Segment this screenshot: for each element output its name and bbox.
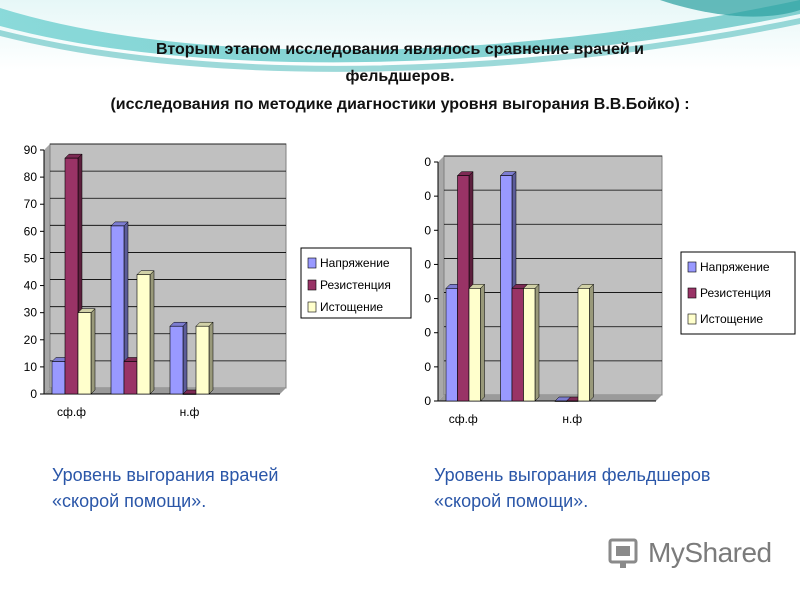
bar-Истощение-н.ф (195, 325, 210, 395)
bar-Напряжение-cat1 (500, 175, 513, 402)
slide-title-line-2: фельдшеров. (345, 68, 455, 85)
bar-side-Истощение (90, 308, 96, 395)
caption-paramedics-line-1: Уровень выгорания фельдшеров (434, 465, 711, 485)
y-tick-label: 20 (424, 326, 431, 340)
bar-Истощение-cat1 (136, 274, 151, 395)
legend-box (300, 247, 412, 319)
bar-Истощение-сф.ф (468, 288, 481, 402)
legend-entry-label: Напряжение (700, 260, 770, 274)
y-tick-label: 40 (24, 279, 37, 293)
y-tick-label: 30 (24, 306, 37, 320)
bar-side-Истощение (208, 321, 214, 395)
legend-swatch-Напряжение (687, 261, 697, 273)
y-tick-label: 30 (424, 292, 431, 306)
y-tick-label: 60 (24, 224, 37, 238)
y-tick-label: 90 (24, 143, 37, 157)
legend-swatch-Истощение (307, 301, 317, 313)
bar-Напряжение-н.ф (554, 400, 567, 402)
slide-title-line-3: (исследования по методике диагностики ур… (110, 96, 690, 113)
bar-Резистенция-cat1 (511, 288, 524, 402)
bar-Резистенция-н.ф (182, 393, 197, 395)
corner-swoosh (660, 0, 800, 17)
caption-paramedics-line-2: «скорой помощи». (434, 491, 589, 511)
bar-Резистенция-сф.ф (64, 157, 79, 395)
bar-side-Истощение (149, 270, 155, 395)
y-tick-label: 40 (424, 257, 431, 271)
legend-swatch-Истощение (687, 313, 697, 325)
y-tick-label: 50 (24, 251, 37, 265)
doctors-burnout-chart: 0 10 20 30 40 50 60 70 80 90 сф.ф н.ф Напряжение Рези… (24, 143, 412, 419)
y-tick-label: 20 (24, 333, 37, 347)
bar-side-Истощение (534, 283, 540, 402)
x-tick-label: н.ф (562, 412, 582, 426)
y-tick-label: 80 (24, 170, 37, 184)
legend-entry-label: Резистенция (700, 286, 771, 300)
x-tick-label: сф.ф (449, 412, 478, 426)
bar-Истощение-сф.ф (77, 312, 92, 395)
bar-Истощение-н.ф (577, 288, 590, 402)
paramedics-burnout-chart: 0 10 20 30 40 50 60 70 сф.ф н.ф Напряжение Резистен… (424, 155, 796, 426)
plot-floor (44, 388, 286, 394)
side-wall (44, 144, 50, 394)
bar-Истощение-cat1 (523, 288, 536, 402)
legend-entry-label: Резистенция (320, 278, 391, 292)
x-tick-label: сф.ф (57, 405, 86, 419)
legend-swatch-Резистенция (307, 279, 317, 291)
header-swoosh (0, 0, 800, 63)
bar-Резистенция-cat1 (123, 361, 138, 395)
legend-swatch-Резистенция (687, 287, 697, 299)
y-tick-label: 10 (24, 360, 37, 374)
caption-doctors-line-1: Уровень выгорания врачей (52, 465, 279, 485)
y-tick-label: 60 (424, 189, 431, 203)
bar-side-Истощение (589, 283, 594, 402)
watermark-text: MyShared (648, 537, 772, 568)
caption-doctors-line-2: «скорой помощи». (52, 491, 207, 511)
y-tick-label: 50 (424, 223, 431, 237)
bar-Напряжение-сф.ф (51, 361, 66, 395)
side-wall (438, 156, 444, 401)
bar-Резистенция-н.ф (566, 400, 579, 402)
caption-doctors: Уровень выгорания врачей «скорой помощи»… (52, 462, 278, 514)
plot-floor (438, 395, 662, 401)
legend-entry-label: Напряжение (320, 256, 390, 270)
watermark-logo-icon (608, 538, 638, 568)
y-tick-label: 70 (24, 197, 37, 211)
bar-Напряжение-cat1 (110, 225, 125, 395)
slide-title-line-1: Вторым этапом исследования являлось срав… (156, 41, 644, 58)
bar-side-Истощение (480, 283, 485, 402)
x-tick-label: н.ф (180, 405, 200, 419)
bar-side-Напряжение (182, 321, 188, 395)
bar-Напряжение-сф.ф (445, 288, 458, 402)
bar-Напряжение-н.ф (169, 325, 184, 395)
legend-swatch-Напряжение (307, 257, 317, 269)
y-tick-label: 0 (30, 387, 37, 401)
legend-entry-label: Истощение (320, 300, 383, 314)
y-tick-label: 70 (424, 155, 431, 169)
legend-box (680, 251, 796, 335)
legend-entry-label: Истощение (700, 312, 763, 326)
y-tick-label: 10 (424, 360, 431, 374)
y-tick-label: 0 (424, 394, 431, 408)
bar-Резистенция-сф.ф (457, 175, 470, 402)
caption-paramedics: Уровень выгорания фельдшеров «скорой пом… (434, 462, 710, 514)
